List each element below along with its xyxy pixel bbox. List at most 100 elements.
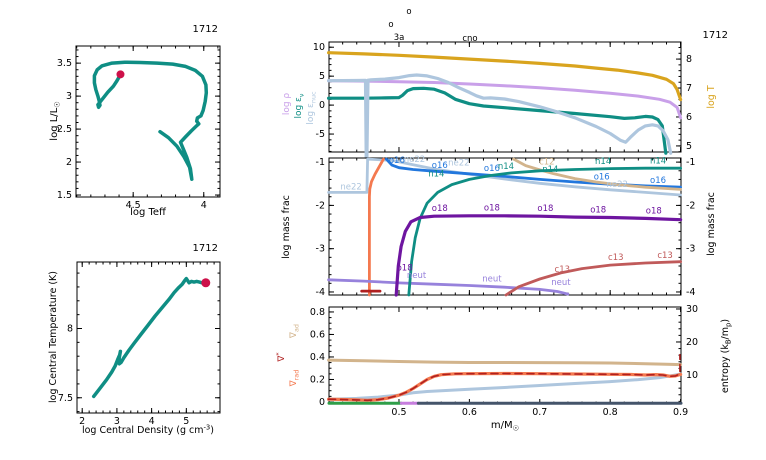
tick-label: 30 — [686, 304, 698, 315]
current-model-marker — [116, 70, 125, 79]
y-label-grad-ad: ∇ad — [289, 324, 301, 339]
series-c12 — [512, 157, 682, 191]
iso-label: n14 — [498, 162, 514, 172]
iso-label: o16 — [389, 156, 405, 166]
central-rho-t-frame — [76, 261, 221, 414]
iso-label: o18 — [590, 205, 606, 215]
iso-label: c13 — [555, 265, 571, 275]
y-label-grad-rad: ∇rad — [289, 370, 301, 388]
tick-label: 0.8 — [603, 407, 618, 418]
tick-label: 8 — [67, 323, 73, 334]
tick-label: -4 — [316, 287, 325, 298]
tick-label: 0.9 — [673, 407, 688, 418]
tick-label: 0 — [319, 100, 325, 111]
iso-label: o16 — [650, 176, 666, 186]
series-c13 — [504, 260, 682, 297]
tick-label: 0.7 — [532, 407, 547, 418]
tick-label: 5 — [319, 71, 325, 82]
iso-label: n14 — [542, 165, 558, 175]
series-log-rho — [327, 79, 683, 120]
iso-label: o16 — [594, 172, 610, 182]
tick-label: 10 — [686, 370, 698, 381]
hr-diagram-frame — [75, 45, 221, 198]
iso-label: c12 — [539, 158, 555, 168]
y-label-log-eps-nuc: log εnuc — [306, 91, 318, 125]
profile-gradients: 0.5 0.6 0.7 0.8 0.9 0 0.2 0.4 0.6 0.8 10 20 30 ∇ad ∇*∇… — [275, 304, 733, 433]
tick-label: 6 — [686, 112, 692, 123]
tick-label: 20 — [686, 337, 698, 348]
tick-label: -1 — [316, 157, 325, 168]
iso-label: n14 — [650, 156, 666, 166]
x-axis-label: log Teff — [130, 207, 167, 218]
iso-label: o18 — [537, 204, 553, 214]
series-log-t — [327, 51, 683, 102]
iso-label: neut — [551, 278, 571, 288]
tick-label: 3 — [66, 91, 72, 102]
tick-label: 7 — [686, 83, 692, 94]
y-label-log-eps-nu: log εν — [294, 93, 306, 118]
hr-diagram-ticks — [76, 46, 220, 197]
tick-label: -1 — [686, 157, 695, 168]
series-entropy — [327, 372, 683, 401]
tick-label: 2 — [79, 416, 85, 427]
current-model-marker — [201, 278, 211, 288]
y-axis-label: log L/L☉ — [49, 101, 62, 140]
y2-axis-label: entropy (kB/mp) — [720, 319, 733, 393]
series-neut — [327, 278, 570, 296]
series-n14 — [407, 166, 682, 297]
tick-label: 5 — [183, 416, 189, 427]
tick-label: -4 — [686, 287, 695, 298]
iso-label: ne22 — [404, 155, 425, 165]
series-h1 — [367, 157, 385, 297]
tick-label: -2 — [686, 200, 695, 211]
y2-label-log-t: log T — [706, 85, 717, 109]
profile-abundances-ticks — [329, 158, 682, 295]
y2-axis-label: log mass frac — [706, 192, 717, 256]
central-rho-t-ticks — [77, 262, 220, 413]
iso-label: o18 — [432, 204, 448, 214]
tick-label: 0.6 — [462, 407, 477, 418]
iso-label: n14 — [428, 169, 444, 179]
tick-label: 3 — [114, 416, 120, 427]
tick-label: 0.6 — [310, 329, 325, 340]
series-central-track — [91, 276, 208, 399]
tick-label: 4 — [149, 416, 155, 427]
burn-label-3a: 3a — [394, 33, 405, 43]
tick-label: 0.5 — [391, 407, 406, 418]
tick-label: 0.8 — [310, 307, 325, 318]
tick-label: 4 — [201, 200, 207, 211]
burn-label-o-2: o — [388, 20, 393, 30]
series-grad-t — [327, 353, 681, 402]
model-number: 1712 — [193, 24, 218, 35]
series-o18 — [394, 214, 683, 297]
burn-label-cno: cno — [462, 34, 477, 44]
iso-label: n14 — [595, 157, 611, 167]
tick-label: -3 — [316, 244, 325, 255]
iso-label: neut — [482, 275, 502, 285]
y-axis-label: log Central Temperature (K) — [48, 271, 59, 403]
series-log-eps-nu — [327, 86, 668, 155]
series-evolution-track — [92, 60, 209, 181]
tick-label: 0 — [319, 397, 325, 408]
tick-label: 3.5 — [57, 58, 72, 69]
iso-label: ne22 — [340, 182, 361, 192]
iso-label: o18 — [397, 263, 413, 273]
model-number: 1712 — [193, 243, 218, 254]
iso-label: c13 — [608, 253, 624, 263]
tick-label: 10 — [313, 42, 325, 53]
x-axis-label: m/M☉ — [491, 420, 519, 433]
tick-label: -2 — [316, 200, 325, 211]
burn-label-o-1: o — [406, 7, 411, 17]
profile-thermo-ticks — [329, 42, 682, 153]
x-axis-label: log Central Density (g cm-3) — [82, 424, 214, 437]
tick-label: 2 — [66, 157, 72, 168]
tick-label: 5 — [686, 141, 692, 152]
iso-label: o16 — [432, 161, 448, 171]
tick-label: -5 — [316, 129, 325, 140]
iso-label: ne22 — [448, 159, 469, 169]
y-label-grad-star: ∇* — [275, 352, 288, 363]
